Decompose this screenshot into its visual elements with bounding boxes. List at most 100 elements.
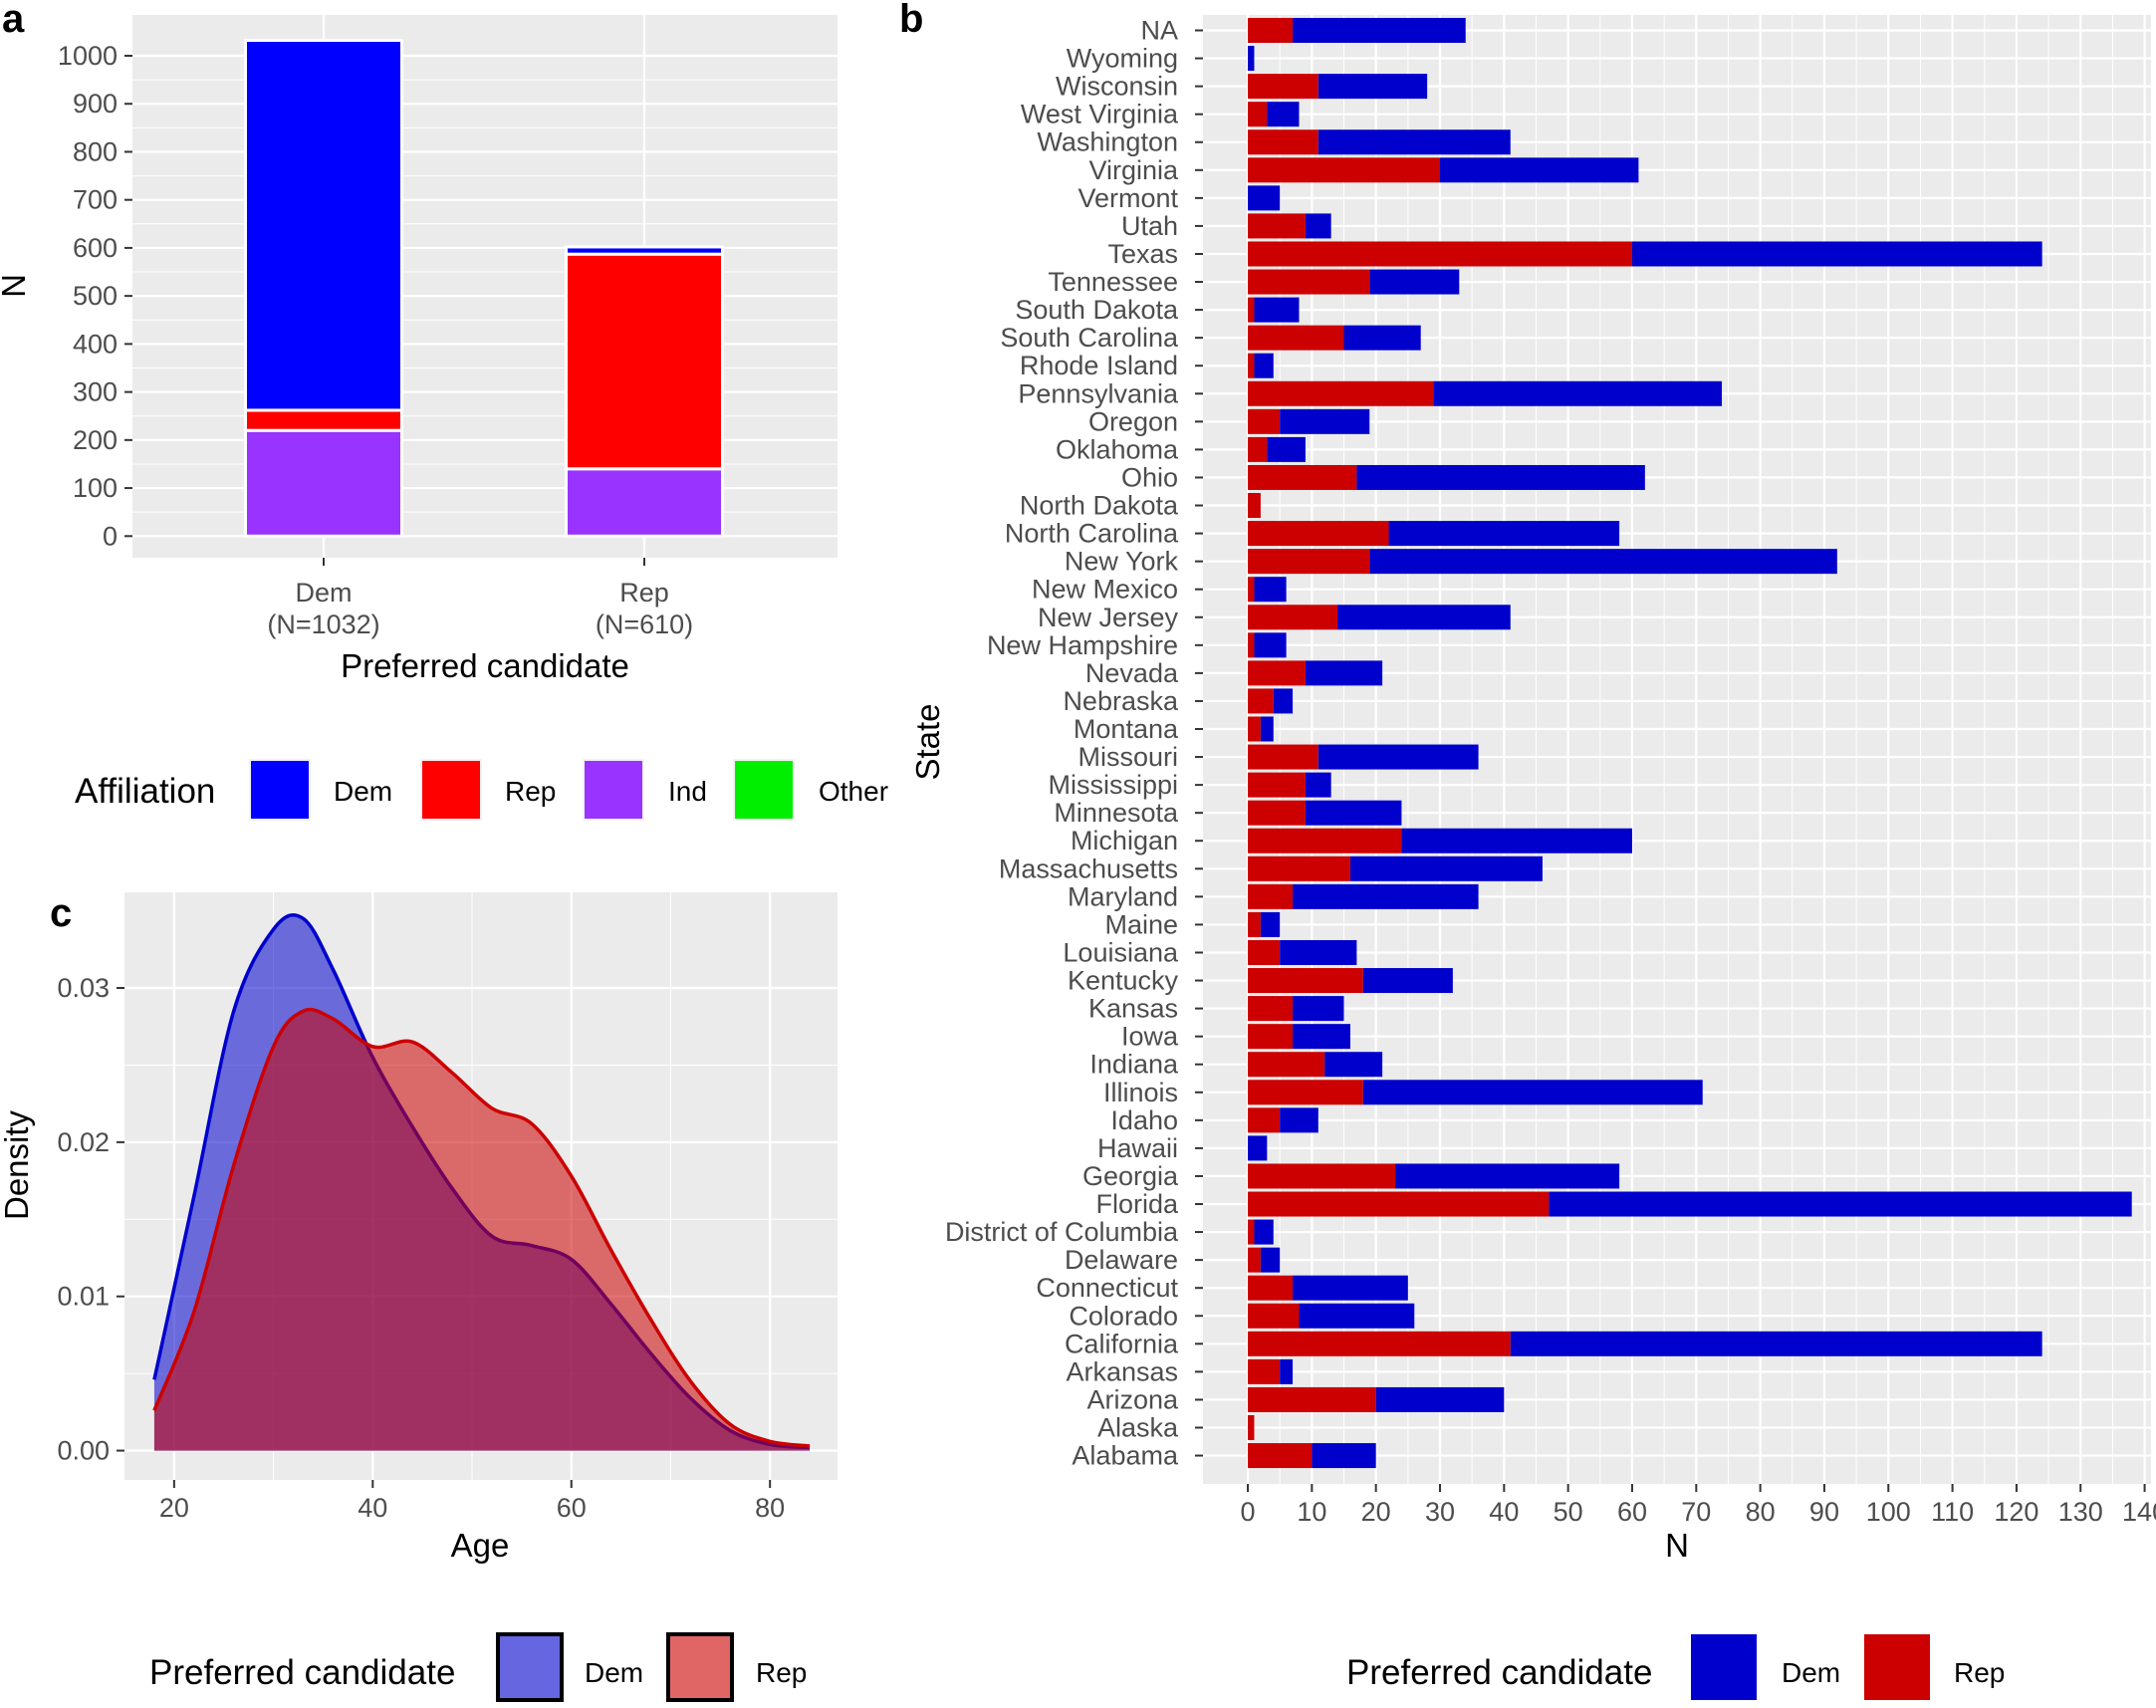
x-tick-label: 10 xyxy=(1297,1497,1326,1527)
bar-dem-california xyxy=(1510,1331,2042,1356)
state-label-oregon: Oregon xyxy=(1088,406,1178,436)
bar-rep-maine xyxy=(1248,911,1261,937)
bar-dem-connecticut xyxy=(1293,1275,1408,1301)
candidate-legend-c: Preferred candidate Dem Rep xyxy=(149,1632,807,1702)
state-label-west-virginia: West Virginia xyxy=(1021,100,1179,129)
y-tick-label: 300 xyxy=(73,377,118,407)
state-label-arkansas: Arkansas xyxy=(1066,1356,1178,1386)
bar-dem-nevada xyxy=(1305,660,1383,686)
bar-rep-rhode-island xyxy=(1248,353,1255,378)
x-tick-label: 40 xyxy=(1489,1497,1519,1527)
bar-dem-maryland xyxy=(1293,883,1479,909)
bar-rep-south-carolina xyxy=(1248,325,1344,351)
legend-label-ind: Ind xyxy=(668,776,707,807)
bar-dem-utah xyxy=(1305,213,1331,239)
bar-rep-oregon xyxy=(1248,408,1281,434)
bar-rep-arizona xyxy=(1248,1386,1376,1412)
y-tick-label: 0.03 xyxy=(57,973,110,1003)
bar-rep-district-of-columbia xyxy=(1248,1219,1255,1245)
x-tick-label: 110 xyxy=(1931,1497,1974,1527)
bar-rep-delaware xyxy=(1248,1247,1261,1273)
x-tick-label: 50 xyxy=(1554,1497,1583,1527)
bar-rep-iowa xyxy=(1248,1024,1294,1050)
legend-label-rep: Rep xyxy=(505,776,556,807)
state-label-arizona: Arizona xyxy=(1086,1384,1179,1414)
x-tick-label: (N=610) xyxy=(596,610,693,639)
state-label-nebraska: Nebraska xyxy=(1063,686,1179,716)
bar-dem-louisiana xyxy=(1280,939,1357,965)
bar-rep-na xyxy=(1248,18,1294,43)
panel-b-y-axis-title: State xyxy=(909,703,946,780)
bar-rep-pennsylvania xyxy=(1248,380,1434,406)
bar-rep-massachusetts xyxy=(1248,855,1350,881)
bar-dem-illinois xyxy=(1362,1080,1703,1105)
bar-dem-tennessee xyxy=(1369,269,1460,295)
bar-dem-virginia xyxy=(1440,157,1639,183)
state-label-hawaii: Hawaii xyxy=(1097,1133,1178,1163)
density-line-rep xyxy=(152,1007,811,1448)
x-tick-label: 90 xyxy=(1809,1497,1839,1527)
state-label-kentucky: Kentucky xyxy=(1068,966,1179,996)
bar-rep-nebraska xyxy=(1248,688,1274,714)
y-tick-label: 900 xyxy=(73,89,118,119)
bar-rep-illinois xyxy=(1248,1080,1363,1105)
bar-dem-maine xyxy=(1260,911,1281,937)
panel-c-letter: c xyxy=(50,891,72,935)
bar-rep-washington xyxy=(1248,129,1318,155)
state-label-new-hampshire: New Hampshire xyxy=(987,630,1178,660)
bar-dem-kansas xyxy=(1293,996,1344,1022)
bar-rep-kansas xyxy=(1248,996,1294,1022)
bar-rep-utah xyxy=(1248,213,1306,239)
state-label-maine: Maine xyxy=(1104,909,1178,939)
bar-dem-1 xyxy=(565,245,724,256)
y-tick-label: 0.02 xyxy=(57,1127,110,1157)
bar-rep-idaho xyxy=(1248,1107,1281,1133)
x-tick-label: Dem xyxy=(295,578,352,608)
x-tick-label: 60 xyxy=(1617,1497,1647,1527)
panel-c: c 0.00 0.01 0.02 0.03 20 40 60 80 Density Age xyxy=(0,891,838,1564)
x-tick-label: 30 xyxy=(1425,1497,1455,1527)
state-label-utah: Utah xyxy=(1121,211,1178,241)
bar-dem-vermont xyxy=(1248,185,1281,211)
bar-dem-minnesota xyxy=(1305,800,1402,826)
state-label-tennessee: Tennessee xyxy=(1048,267,1178,297)
bar-rep-west-virginia xyxy=(1248,102,1268,127)
bar-dem-massachusetts xyxy=(1349,855,1543,881)
bar-dem-hawaii xyxy=(1248,1135,1268,1161)
panel-c-y-axis-title: Density xyxy=(0,1109,35,1220)
state-label-mississippi: Mississippi xyxy=(1048,770,1178,800)
state-label-michigan: Michigan xyxy=(1071,826,1178,855)
bar-rep-kentucky xyxy=(1248,968,1363,994)
bar-dem-0 xyxy=(244,39,403,412)
bar-dem-wyoming xyxy=(1248,46,1255,72)
bar-dem-oregon xyxy=(1280,408,1370,434)
state-label-south-dakota: South Dakota xyxy=(1015,295,1179,325)
legend-label-rep: Rep xyxy=(1954,1657,2005,1688)
panel-c-x-axis-title: Age xyxy=(451,1527,510,1564)
bar-rep-florida xyxy=(1248,1191,1550,1217)
bar-dem-west-virginia xyxy=(1267,102,1300,127)
y-tick-label: 0.00 xyxy=(57,1436,110,1466)
x-tick-label: 60 xyxy=(557,1493,587,1523)
bar-dem-new-jersey xyxy=(1337,605,1511,630)
bar-dem-montana xyxy=(1260,716,1274,742)
x-tick-label: 140 xyxy=(2122,1497,2156,1527)
bar-dem-nebraska xyxy=(1273,688,1294,714)
panel-b-letter: b xyxy=(899,0,923,41)
state-label-pennsylvania: Pennsylvania xyxy=(1018,378,1179,408)
state-label-new-york: New York xyxy=(1065,547,1179,577)
bar-dem-oklahoma xyxy=(1267,436,1306,462)
legend-key-ind xyxy=(585,761,642,819)
density-area-rep xyxy=(153,1009,811,1451)
bar-rep-missouri xyxy=(1248,744,1318,770)
affiliation-legend: Affiliation Dem Rep Ind Other xyxy=(75,759,888,821)
panel-a-x-ticks: Dem(N=1032) Rep(N=610) xyxy=(267,558,693,639)
bar-dem-na xyxy=(1293,18,1466,43)
bar-ind-1 xyxy=(565,467,724,538)
state-label-minnesota: Minnesota xyxy=(1054,798,1179,828)
y-tick-label: 600 xyxy=(73,233,118,263)
bar-rep-minnesota xyxy=(1248,800,1306,826)
bar-rep-alaska xyxy=(1248,1415,1255,1440)
bar-dem-indiana xyxy=(1324,1052,1383,1078)
bar-dem-new-hampshire xyxy=(1254,632,1287,658)
